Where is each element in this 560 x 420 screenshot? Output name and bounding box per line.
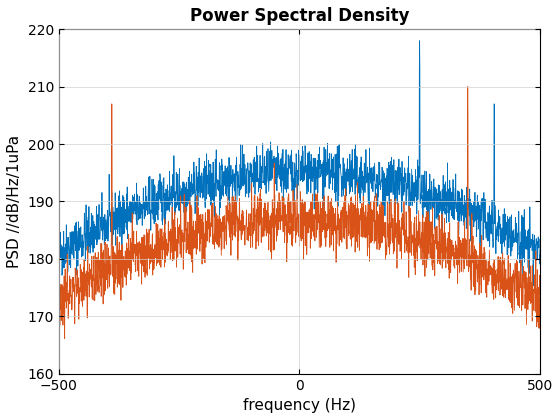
X-axis label: frequency (Hz): frequency (Hz) xyxy=(243,398,356,413)
Title: Power Spectral Density: Power Spectral Density xyxy=(190,7,409,25)
Y-axis label: PSD //dB/Hz/1uPa: PSD //dB/Hz/1uPa xyxy=(7,135,22,268)
